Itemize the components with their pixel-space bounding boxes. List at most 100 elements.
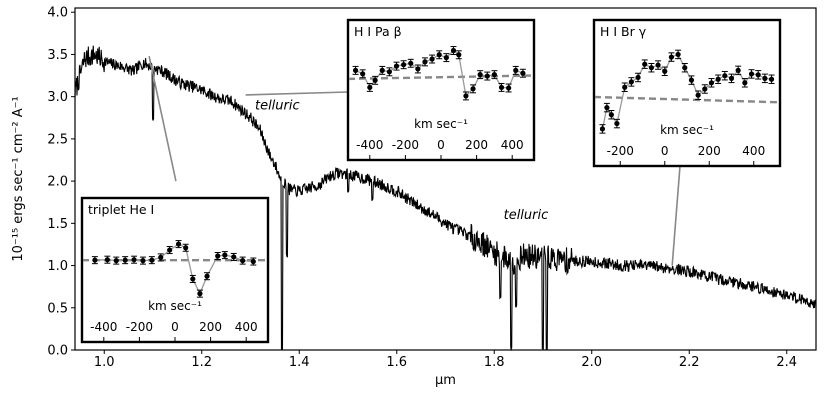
data-point — [158, 254, 164, 260]
data-point — [622, 84, 628, 90]
inset-x-tick-label: 200 — [199, 320, 222, 334]
telluric-annotation: telluric — [255, 98, 300, 113]
data-point — [662, 68, 668, 74]
data-point — [755, 72, 761, 78]
data-point — [443, 55, 449, 61]
y-tick-label: 0.5 — [47, 301, 68, 316]
data-point — [215, 253, 221, 259]
inset-x-axis-label: km sec⁻¹ — [148, 299, 202, 313]
inset-frame — [592, 18, 782, 168]
connector-line — [245, 91, 349, 96]
connector-line — [148, 55, 177, 182]
data-point — [635, 74, 641, 81]
data-point — [655, 62, 661, 68]
x-tick-label: 2.2 — [679, 355, 700, 370]
data-point — [513, 67, 519, 73]
inset-x-tick-label: 400 — [501, 138, 524, 152]
data-point — [506, 85, 512, 91]
inset-br-gamma: H I Br γ km sec⁻¹ -200 0 200 400 — [592, 18, 782, 168]
connector-line-hidden — [176, 181, 268, 198]
data-point — [484, 73, 490, 79]
inset-x-tick-label: 0 — [171, 320, 179, 334]
data-point — [183, 245, 189, 251]
connector-line — [671, 165, 681, 266]
data-point — [231, 254, 237, 260]
inset-x-tick-label: -200 — [392, 138, 419, 152]
x-tick-label: 2.0 — [581, 355, 602, 370]
data-point — [675, 51, 681, 58]
y-tick-label: 3.5 — [47, 48, 68, 63]
inset-plot-area — [595, 49, 779, 134]
data-point — [722, 73, 728, 79]
data-point — [415, 66, 421, 72]
inset-x-tick-label: -200 — [607, 144, 634, 158]
data-point — [728, 75, 735, 81]
data-point — [456, 52, 462, 58]
inset-x-tick-label: -400 — [90, 320, 117, 334]
data-point — [240, 258, 246, 264]
data-point — [352, 67, 359, 73]
data-point — [470, 86, 476, 92]
inset-label: triplet He I — [88, 202, 154, 217]
data-point — [715, 76, 721, 82]
data-point — [122, 257, 128, 263]
data-point — [491, 72, 497, 78]
data-point — [463, 93, 469, 99]
data-point — [682, 65, 688, 71]
inset-x-axis-label: km sec⁻¹ — [660, 123, 714, 137]
data-point — [372, 77, 378, 83]
inset-x-tick-label: -400 — [356, 138, 383, 152]
data-point — [408, 60, 414, 66]
x-tick-label: 2.4 — [776, 355, 797, 370]
data-point — [608, 112, 614, 118]
data-point — [140, 258, 146, 264]
inset-label: H I Pa β — [354, 24, 402, 39]
inset-label: H I Br γ — [600, 24, 647, 39]
data-point — [204, 273, 210, 279]
data-point — [367, 84, 373, 91]
data-point — [688, 77, 695, 83]
data-point — [520, 70, 526, 76]
inset-x-tick-label: 200 — [698, 144, 721, 158]
data-point — [668, 54, 675, 60]
data-point — [250, 258, 256, 265]
data-point — [175, 241, 182, 247]
data-point — [614, 120, 620, 127]
data-point — [379, 67, 385, 73]
data-point — [167, 247, 173, 253]
inset-frame — [80, 196, 270, 344]
inset-x-tick-label: -200 — [126, 320, 153, 334]
data-point — [477, 72, 483, 78]
x-tick-label: 1.4 — [289, 355, 310, 370]
data-point — [360, 71, 366, 77]
y-tick-label: 2.0 — [47, 175, 68, 190]
inset-plot-area — [349, 46, 533, 101]
data-point — [401, 62, 407, 68]
y-tick-label: 2.5 — [47, 132, 68, 147]
inset-frame — [346, 18, 536, 162]
data-point — [393, 63, 400, 69]
inset-x-tick-label: 200 — [465, 138, 488, 152]
y-tick-label: 0.0 — [47, 344, 68, 359]
data-point — [604, 105, 610, 111]
data-point — [762, 75, 768, 81]
inset-x-axis-label: km sec⁻¹ — [414, 117, 468, 131]
data-point — [735, 67, 741, 73]
y-tick-label: 3.0 — [47, 90, 68, 105]
data-point — [104, 257, 110, 263]
data-point — [386, 69, 392, 75]
x-tick-label: 1.2 — [191, 355, 212, 370]
spectrum-line — [74, 45, 817, 352]
main-spectrum-chart: 1.0 1.2 1.4 1.6 1.8 2.0 2.2 2.4 0.0 0.5 1.0 1.5 2.0 2… — [11, 6, 817, 388]
data-point — [768, 76, 775, 82]
data-point — [436, 52, 442, 58]
inset-pa-beta: H I Pa β km sec⁻¹ -400 -200 0 200 400 — [346, 18, 536, 162]
data-point — [708, 80, 715, 86]
data-point — [222, 252, 228, 258]
data-point — [190, 276, 196, 282]
data-point — [429, 56, 435, 62]
y-axis-label: 10⁻¹⁵ ergs sec⁻¹ cm⁻² A⁻¹ — [11, 96, 26, 261]
y-tick-label: 1.0 — [47, 259, 68, 274]
inset-plot-area — [83, 240, 267, 298]
